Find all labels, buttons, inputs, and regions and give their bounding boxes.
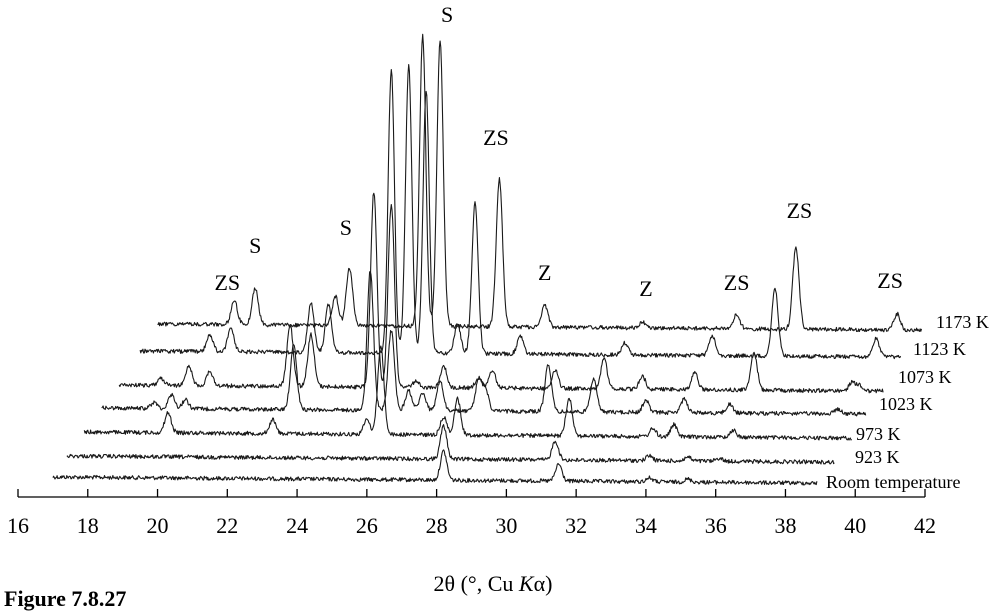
x-tick-label: 22 — [216, 513, 238, 538]
peak-label: ZS — [724, 270, 750, 295]
x-tick-label: 18 — [77, 513, 99, 538]
x-tick-label: 26 — [356, 513, 378, 538]
series-label: Room temperature — [826, 472, 960, 492]
peak-label: ZS — [877, 268, 903, 293]
series-label: 923 K — [855, 447, 900, 467]
peak-label: Z — [639, 276, 652, 301]
trace-room-temperature — [52, 449, 818, 486]
figure-caption: Figure 7.8.27 — [4, 586, 127, 611]
x-tick-label: 20 — [147, 513, 169, 538]
peak-label: Z — [538, 260, 551, 285]
trace-1173-k — [157, 33, 923, 333]
trace-1073-k — [118, 192, 884, 394]
peak-label: ZS — [214, 270, 240, 295]
peak-phase-labels: ZS S S S ZS Z Z ZS ZS ZS — [214, 2, 902, 301]
trace-1023-k — [101, 270, 867, 417]
x-tick-label: 16 — [7, 513, 29, 538]
series-label: 1023 K — [879, 394, 933, 414]
diffraction-traces — [52, 33, 923, 486]
peak-label: S — [441, 2, 453, 27]
x-tick-label: 34 — [635, 513, 657, 538]
peak-label: S — [340, 215, 352, 240]
x-tick-label: 28 — [426, 513, 448, 538]
peak-label: ZS — [787, 198, 813, 223]
series-label: 1123 K — [913, 339, 966, 359]
peak-label: S — [249, 233, 261, 258]
trace-973-k — [83, 345, 853, 441]
x-tick-label: 36 — [705, 513, 727, 538]
x-axis-ticks: 16 18 20 22 24 26 28 30 32 34 36 38 40 42 — [7, 489, 936, 538]
x-axis: 16 18 20 22 24 26 28 30 32 34 36 38 40 42 — [7, 489, 936, 538]
series-label: 973 K — [856, 424, 901, 444]
x-tick-label: 30 — [495, 513, 517, 538]
x-tick-label: 38 — [774, 513, 796, 538]
x-tick-label: 40 — [844, 513, 866, 538]
x-tick-label: 42 — [914, 513, 936, 538]
peak-label: ZS — [483, 125, 509, 150]
trace-1123-k — [139, 63, 902, 360]
x-tick-label: 32 — [565, 513, 587, 538]
x-axis-title: 2θ (°, Cu Kα) — [434, 571, 553, 596]
series-label: 1173 K — [936, 312, 989, 332]
series-label: 1073 K — [898, 367, 952, 387]
x-tick-label: 24 — [286, 513, 308, 538]
trace-923-k — [66, 424, 835, 465]
series-labels: Room temperature 923 K 973 K 1023 K 1073 K 11… — [826, 312, 989, 492]
